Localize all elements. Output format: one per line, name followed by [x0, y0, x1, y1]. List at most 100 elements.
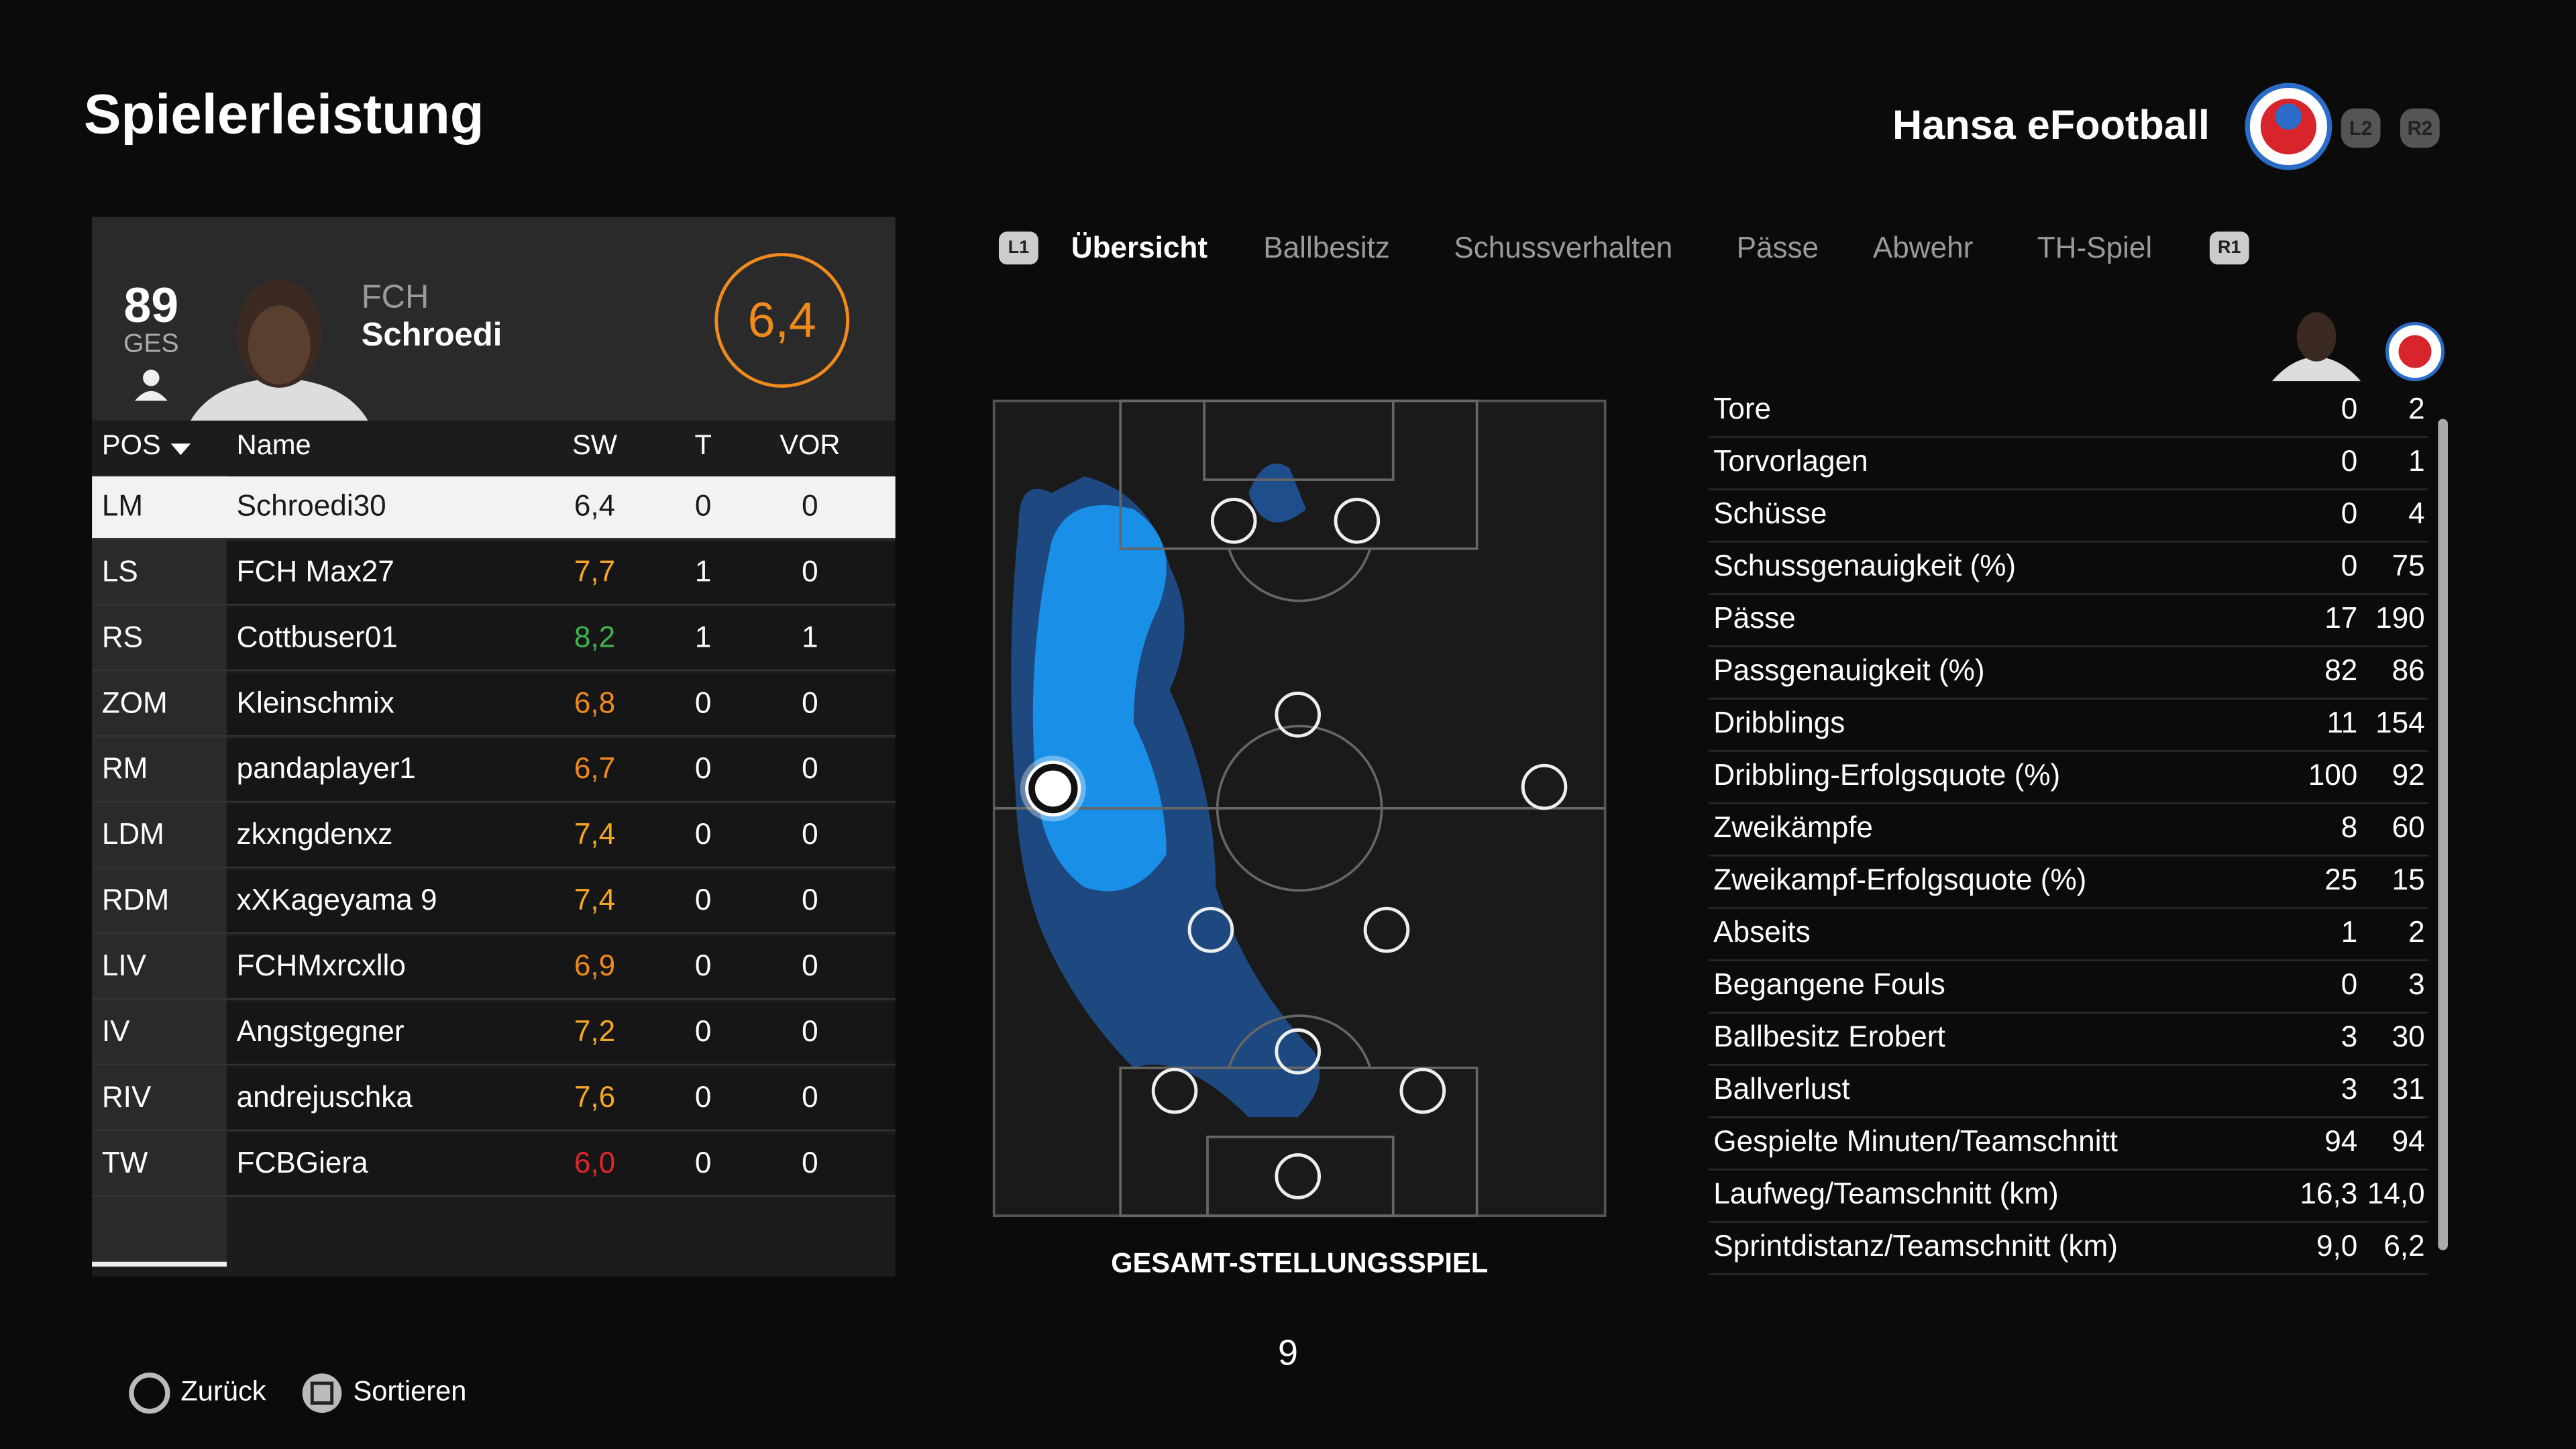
row-bg[interactable] [226, 739, 896, 802]
stat-team: 31 [2392, 1073, 2425, 1106]
square-button[interactable] [302, 1373, 342, 1413]
cell: 6,0 [574, 1146, 615, 1179]
column-header[interactable]: VOR [780, 429, 840, 460]
cell: Angstgegner [237, 1015, 405, 1048]
stat-label: Abseits [1713, 916, 1811, 949]
player-avatar [191, 279, 368, 421]
cell: xXKageyama 9 [237, 883, 437, 916]
tab[interactable]: Pässe [1737, 231, 1819, 264]
cell: RIV [102, 1081, 152, 1114]
stat-team: 2 [2408, 392, 2425, 425]
title: Spielerleistung [84, 83, 484, 145]
match-score: 6,4 [748, 292, 816, 347]
cell: 1 [695, 555, 712, 588]
column-header[interactable]: POS [102, 429, 161, 460]
stat-team: 190 [2375, 602, 2425, 635]
cell: 7,4 [574, 883, 615, 916]
cell: IV [102, 1015, 130, 1048]
row-bg[interactable] [92, 476, 896, 539]
compare-icons [2271, 312, 2445, 382]
cell: 0 [695, 1015, 712, 1048]
cell: LIV [102, 949, 147, 982]
cell: 0 [802, 752, 818, 785]
stat-player: 8 [2341, 811, 2358, 844]
tab[interactable]: TH-Spiel [2037, 231, 2152, 264]
cell: FCHMxrcxllo [237, 949, 406, 982]
row-bg[interactable] [226, 1002, 896, 1065]
cell: andrejuschka [237, 1081, 413, 1114]
cell: 0 [695, 752, 712, 785]
row-bg[interactable] [226, 674, 896, 737]
stat-player: 0 [2341, 445, 2358, 478]
cell: 0 [802, 489, 818, 522]
rating-label: GES [123, 329, 179, 358]
stat-team: 2 [2408, 916, 2425, 949]
row-bg[interactable] [226, 542, 896, 605]
team-logo [2245, 83, 2332, 170]
cell: ZOM [102, 686, 168, 719]
stat-player: 3 [2341, 1073, 2358, 1106]
stat-label: Passgenauigkeit (%) [1713, 654, 1984, 687]
stat-team: 30 [2392, 1020, 2425, 1053]
stat-label: Schussgenauigkeit (%) [1713, 549, 2016, 582]
scrollbar [2438, 419, 2448, 1250]
stat-player: 11 [2327, 706, 2358, 739]
row-bg[interactable] [226, 1133, 896, 1196]
cell: 0 [802, 949, 818, 982]
cell: 6,4 [574, 489, 615, 522]
column-header[interactable]: SW [572, 429, 618, 460]
row-bg[interactable] [226, 805, 896, 868]
page-number: 9 [1278, 1333, 1298, 1373]
stat-team: 92 [2392, 759, 2425, 792]
row-bg[interactable] [226, 608, 896, 671]
tab[interactable]: Ballbesitz [1263, 231, 1390, 264]
tab[interactable]: Schussverhalten [1454, 231, 1672, 264]
row-bg[interactable] [226, 936, 896, 999]
stat-team: 3 [2408, 968, 2425, 1001]
stat-team: 86 [2392, 654, 2425, 687]
cell: Schroedi30 [237, 489, 386, 522]
cell: Kleinschmix [237, 686, 394, 719]
cell: LDM [102, 818, 164, 851]
cell: 0 [695, 883, 712, 916]
stats-table: Tore 0 2 Torvorlagen 0 1 Schüsse 0 4 Schussgenaui… [1708, 392, 2428, 1275]
person-icon [134, 370, 168, 401]
stat-label: Zweikämpfe [1713, 811, 1873, 844]
tab[interactable]: Übersicht [1071, 231, 1208, 264]
stat-player: 17 [2324, 602, 2357, 635]
cell: 0 [695, 818, 712, 851]
circle-button[interactable] [129, 1373, 170, 1414]
cell: 0 [802, 1015, 818, 1048]
row-bg[interactable] [226, 870, 896, 934]
stat-player: 3 [2341, 1020, 2358, 1053]
stat-team: 15 [2392, 863, 2425, 896]
row-bg[interactable] [226, 1067, 896, 1130]
stat-label: Laufweg/Teamschnitt (km) [1713, 1177, 2058, 1210]
stat-label: Dribblings [1713, 706, 1845, 739]
sort-label[interactable]: Sortieren [354, 1375, 467, 1407]
stat-player: 1 [2341, 916, 2358, 949]
team-name: Hansa eFootball [1892, 102, 2210, 148]
cell: 1 [802, 621, 818, 653]
stat-player: 9,0 [2316, 1230, 2357, 1263]
back-label[interactable]: Zurück [180, 1375, 266, 1407]
cell: 7,6 [574, 1081, 615, 1114]
column-header[interactable]: T [694, 429, 711, 460]
cell: Cottbuser01 [237, 621, 398, 653]
stat-label: Sprintdistanz/Teamschnitt (km) [1713, 1230, 2118, 1263]
cell: RM [102, 752, 148, 785]
tab[interactable]: Abwehr [1873, 231, 1973, 264]
shoulder-icon [2209, 231, 2249, 265]
cell: 0 [695, 949, 712, 982]
pos-column [92, 474, 227, 1264]
stat-label: Pässe [1713, 602, 1796, 635]
column-header[interactable]: Name [237, 429, 311, 460]
shoulder-label: R1 [2218, 237, 2241, 257]
stat-label: Torvorlagen [1713, 445, 1868, 478]
player-rating: 89 [123, 277, 178, 333]
stat-team: 75 [2392, 549, 2425, 582]
cell: 6,8 [574, 686, 615, 719]
stat-label: Ballverlust [1713, 1073, 1849, 1106]
stat-player: 0 [2341, 392, 2358, 425]
